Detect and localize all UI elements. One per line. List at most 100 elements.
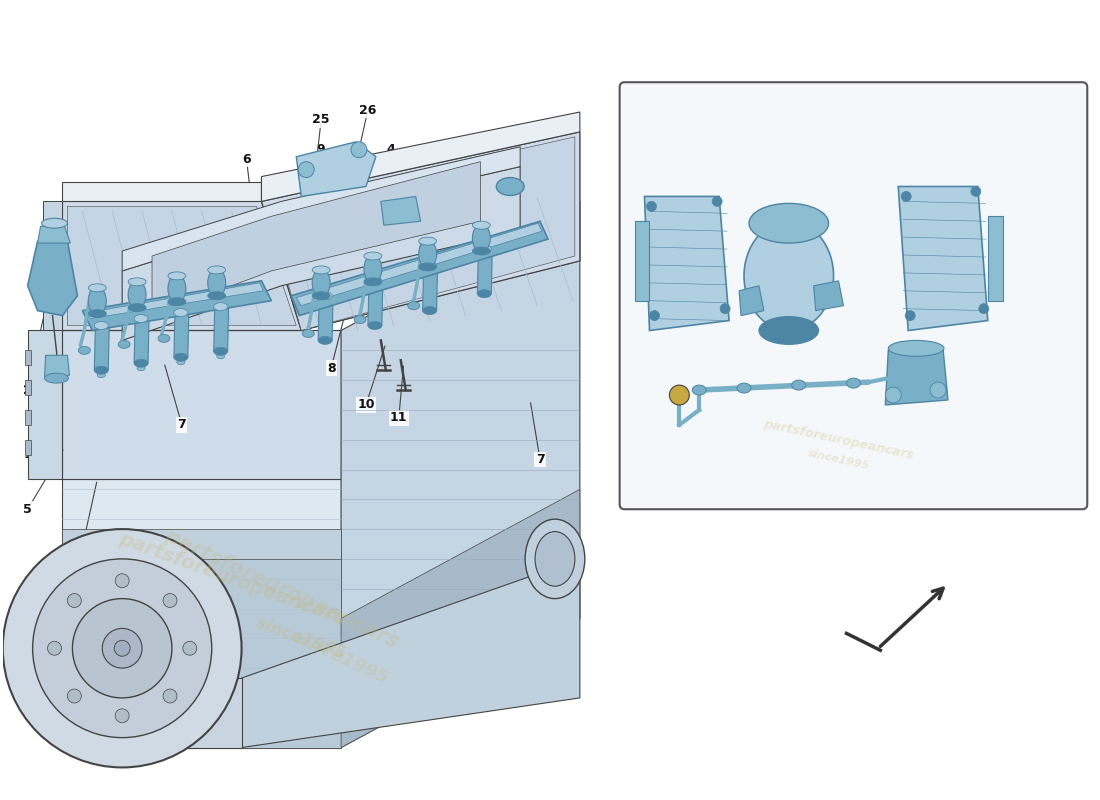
Ellipse shape [367, 322, 382, 330]
Ellipse shape [322, 338, 330, 343]
Ellipse shape [88, 310, 107, 318]
Polygon shape [63, 182, 262, 202]
Text: 18: 18 [620, 335, 636, 346]
Circle shape [649, 310, 659, 321]
Ellipse shape [208, 292, 226, 300]
Ellipse shape [138, 366, 145, 370]
Ellipse shape [496, 178, 524, 195]
Polygon shape [63, 678, 242, 747]
Ellipse shape [364, 252, 382, 260]
Ellipse shape [472, 222, 491, 229]
Text: 8: 8 [327, 362, 336, 374]
Polygon shape [174, 313, 189, 358]
Ellipse shape [422, 262, 437, 270]
Polygon shape [67, 206, 296, 326]
Ellipse shape [128, 304, 146, 312]
Circle shape [971, 186, 981, 197]
Polygon shape [318, 296, 333, 341]
Ellipse shape [889, 341, 944, 356]
Circle shape [47, 642, 62, 655]
Polygon shape [43, 202, 63, 330]
Ellipse shape [744, 222, 834, 330]
Ellipse shape [408, 302, 420, 310]
Ellipse shape [367, 277, 382, 285]
Circle shape [73, 598, 172, 698]
Ellipse shape [354, 315, 366, 323]
Ellipse shape [312, 266, 330, 274]
Polygon shape [292, 222, 548, 315]
Ellipse shape [208, 266, 226, 274]
Ellipse shape [174, 309, 188, 317]
Ellipse shape [95, 366, 108, 374]
Text: 7: 7 [536, 453, 544, 466]
Ellipse shape [312, 269, 330, 297]
Polygon shape [266, 137, 575, 330]
Ellipse shape [364, 255, 382, 283]
Polygon shape [37, 226, 70, 243]
Text: 4: 4 [386, 143, 395, 156]
Text: 23: 23 [846, 110, 861, 120]
Ellipse shape [364, 278, 382, 286]
Text: since1995: since1995 [290, 628, 392, 688]
Ellipse shape [174, 354, 188, 362]
Ellipse shape [477, 245, 492, 253]
Ellipse shape [134, 359, 148, 367]
Text: 14: 14 [980, 430, 996, 440]
Text: 17: 17 [886, 450, 901, 460]
Text: partsforeuropeancars: partsforeuropeancars [116, 529, 348, 629]
Circle shape [163, 689, 177, 703]
Text: partsforeuropeancars: partsforeuropeancars [161, 526, 402, 652]
Circle shape [116, 709, 129, 722]
Polygon shape [422, 266, 438, 310]
Ellipse shape [318, 337, 332, 344]
Ellipse shape [525, 519, 585, 598]
Text: 3: 3 [506, 134, 515, 146]
Polygon shape [63, 202, 301, 330]
Ellipse shape [419, 240, 437, 268]
Text: 21: 21 [695, 110, 711, 120]
Polygon shape [262, 132, 580, 330]
Text: since1995: since1995 [806, 448, 870, 471]
Ellipse shape [78, 346, 90, 354]
Polygon shape [988, 216, 1003, 301]
Circle shape [712, 197, 722, 206]
Text: 20: 20 [990, 110, 1005, 120]
FancyBboxPatch shape [619, 82, 1087, 510]
Ellipse shape [374, 323, 382, 328]
Ellipse shape [737, 383, 751, 393]
Polygon shape [63, 330, 341, 479]
Ellipse shape [88, 286, 107, 314]
Ellipse shape [118, 341, 130, 348]
Polygon shape [95, 326, 109, 370]
Polygon shape [739, 286, 763, 315]
Circle shape [979, 304, 989, 314]
Ellipse shape [95, 322, 108, 330]
Text: 1: 1 [23, 448, 32, 461]
Polygon shape [262, 112, 580, 202]
Text: 13: 13 [781, 110, 796, 120]
Ellipse shape [177, 360, 185, 365]
Circle shape [67, 689, 81, 703]
Polygon shape [296, 223, 542, 306]
Polygon shape [134, 318, 148, 363]
Text: 24: 24 [1000, 145, 1015, 154]
Text: 15: 15 [1000, 276, 1015, 286]
Ellipse shape [158, 334, 169, 342]
Circle shape [647, 202, 657, 211]
Text: 7: 7 [177, 418, 186, 431]
Text: 12: 12 [1000, 346, 1015, 355]
Polygon shape [82, 281, 272, 330]
Polygon shape [63, 529, 341, 559]
Polygon shape [24, 440, 31, 454]
Circle shape [3, 529, 242, 767]
Ellipse shape [419, 237, 437, 245]
Ellipse shape [477, 290, 492, 298]
Text: 7: 7 [73, 562, 81, 575]
Text: 25: 25 [312, 114, 330, 126]
Ellipse shape [213, 302, 228, 310]
Polygon shape [367, 281, 383, 326]
Text: 22: 22 [631, 110, 647, 120]
Ellipse shape [429, 308, 437, 313]
Circle shape [114, 640, 130, 656]
Ellipse shape [535, 531, 575, 586]
